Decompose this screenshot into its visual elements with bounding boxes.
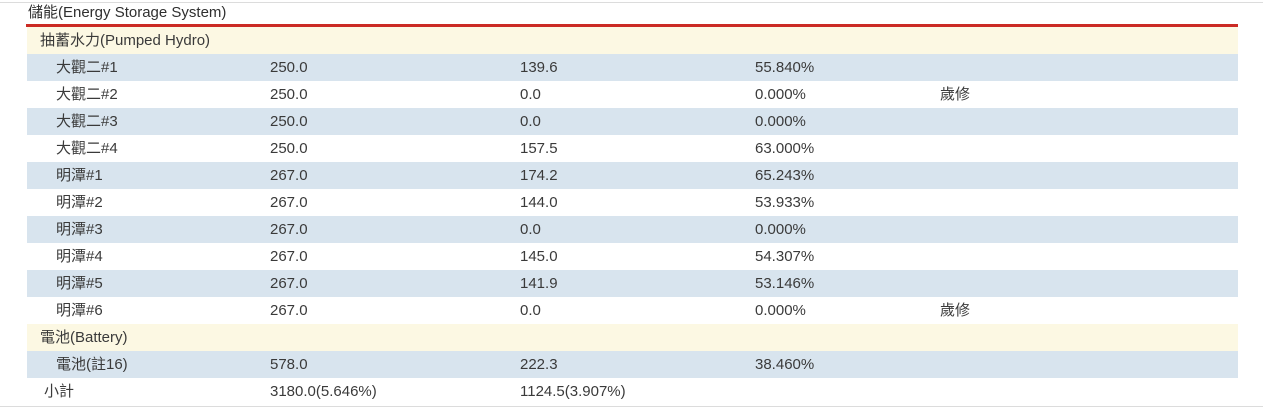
percent-value [755, 378, 940, 405]
capacity-value: 3180.0(5.646%) [270, 383, 377, 400]
note-text [940, 216, 1238, 243]
table-row: 大觀二#4 250.0 157.5 63.000% [27, 135, 1238, 162]
bottom-divider [0, 406, 1263, 407]
table-row: 明潭#2 267.0 144.0 53.933% [27, 189, 1238, 216]
note-text [940, 351, 1238, 378]
capacity-value: 267.0 [270, 221, 308, 238]
output-value: 139.6 [520, 59, 558, 76]
output-value: 174.2 [520, 167, 558, 184]
output-value: 144.0 [520, 194, 558, 211]
percent-value: 0.000% [755, 86, 806, 103]
table-row: 大觀二#3 250.0 0.0 0.000% [27, 108, 1238, 135]
unit-name: 小計 [44, 383, 75, 400]
table-row: 明潭#1 267.0 174.2 65.243% [27, 162, 1238, 189]
table-row: 明潭#4 267.0 145.0 54.307% [27, 243, 1238, 270]
capacity-value: 250.0 [270, 140, 308, 157]
unit-name: 大觀二#3 [56, 113, 118, 130]
note-text [940, 135, 1238, 162]
section-header: 電池(Battery) [27, 324, 1238, 351]
output-value: 145.0 [520, 248, 558, 265]
capacity-value: 267.0 [270, 275, 308, 292]
subtotal-row: 小計 3180.0(5.646%) 1124.5(3.907%) [27, 378, 1238, 405]
note-text [940, 378, 1238, 405]
note-text [940, 54, 1238, 81]
output-value: 0.0 [520, 302, 541, 319]
unit-name: 大觀二#4 [56, 140, 118, 157]
percent-value: 53.146% [755, 275, 815, 292]
unit-name: 明潭#2 [56, 194, 103, 211]
capacity-value: 267.0 [270, 302, 308, 319]
percent-value: 55.840% [755, 59, 815, 76]
capacity-value: 250.0 [270, 59, 308, 76]
percent-value: 54.307% [755, 248, 815, 265]
output-value: 0.0 [520, 113, 541, 130]
table-row: 明潭#3 267.0 0.0 0.000% [27, 216, 1238, 243]
percent-value: 65.243% [755, 167, 815, 184]
percent-value: 63.000% [755, 140, 815, 157]
title-underline [26, 24, 1238, 27]
unit-name: 明潭#3 [56, 221, 103, 238]
capacity-value: 250.0 [270, 113, 308, 130]
unit-name: 明潭#1 [56, 167, 103, 184]
section-header: 抽蓄水力(Pumped Hydro) [27, 27, 1238, 54]
percent-value: 0.000% [755, 302, 806, 319]
percent-value: 0.000% [755, 113, 806, 130]
unit-name: 大觀二#1 [56, 59, 118, 76]
table-row: 明潭#6 267.0 0.0 0.000% 歲修 [27, 297, 1238, 324]
capacity-value: 250.0 [270, 86, 308, 103]
note-text [940, 243, 1238, 270]
top-divider [0, 2, 1263, 3]
output-value: 157.5 [520, 140, 558, 157]
capacity-value: 578.0 [270, 356, 308, 373]
output-value: 141.9 [520, 275, 558, 292]
capacity-value: 267.0 [270, 167, 308, 184]
percent-value: 53.933% [755, 194, 815, 211]
table-row: 大觀二#2 250.0 0.0 0.000% 歲修 [27, 81, 1238, 108]
output-value: 222.3 [520, 356, 558, 373]
unit-name: 明潭#4 [56, 248, 103, 265]
percent-value: 38.460% [755, 356, 815, 373]
capacity-value: 267.0 [270, 248, 308, 265]
capacity-value: 267.0 [270, 194, 308, 211]
unit-name: 大觀二#2 [56, 86, 118, 103]
output-value: 1124.5(3.907%) [520, 383, 626, 400]
unit-name: 明潭#5 [56, 275, 103, 292]
percent-value: 0.000% [755, 221, 806, 238]
unit-name: 明潭#6 [56, 302, 103, 319]
unit-name: 電池(註16) [56, 356, 128, 373]
table-row: 明潭#5 267.0 141.9 53.146% [27, 270, 1238, 297]
output-value: 0.0 [520, 86, 541, 103]
storage-table: 抽蓄水力(Pumped Hydro) 大觀二#1 250.0 139.6 55.840%… [27, 27, 1238, 405]
table-row: 大觀二#1 250.0 139.6 55.840% [27, 54, 1238, 81]
table-row: 電池(註16) 578.0 222.3 38.460% [27, 351, 1238, 378]
note-text [940, 189, 1238, 216]
note-text [940, 162, 1238, 189]
output-value: 0.0 [520, 221, 541, 238]
section-title: 儲能(Energy Storage System) [28, 4, 227, 21]
note-text [940, 270, 1238, 297]
note-text: 歲修 [940, 86, 971, 103]
note-text: 歲修 [940, 302, 971, 319]
note-text [940, 108, 1238, 135]
